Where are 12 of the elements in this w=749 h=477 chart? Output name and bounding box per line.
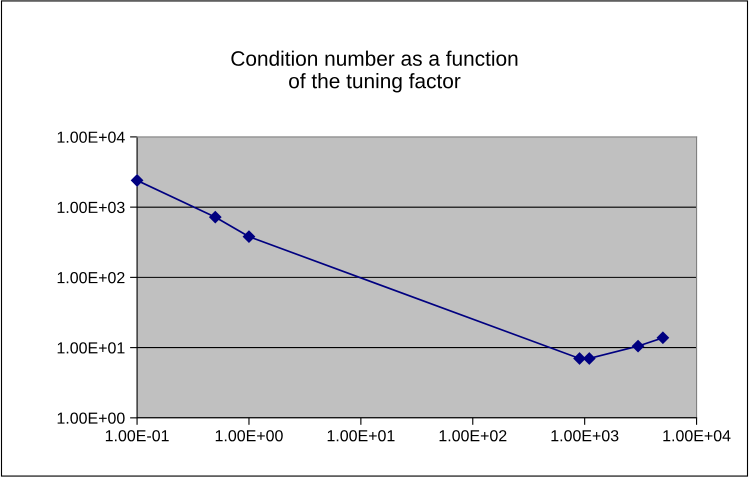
y-tick-label: 1.00E+01 (58, 342, 124, 354)
x-tick-label: 1.00E+04 (663, 430, 731, 442)
y-tick-label: 1.00E+04 (58, 132, 125, 143)
y-tick-label: 1.00E+02 (58, 272, 124, 284)
chart-title: Condition number as a function of the tuning factor (231, 50, 518, 92)
y-tick-label: 1.00E+03 (58, 202, 125, 214)
x-tick-label: 1.00E+02 (440, 430, 506, 442)
x-tick-label: 1.00E-01 (106, 430, 169, 442)
x-tick-label: 1.00E+03 (551, 430, 618, 442)
y-tick-label: 1.00E+00 (58, 412, 125, 424)
x-tick-label: 1.00E+01 (328, 430, 395, 442)
x-tick-label: 1.00E+00 (216, 430, 283, 442)
